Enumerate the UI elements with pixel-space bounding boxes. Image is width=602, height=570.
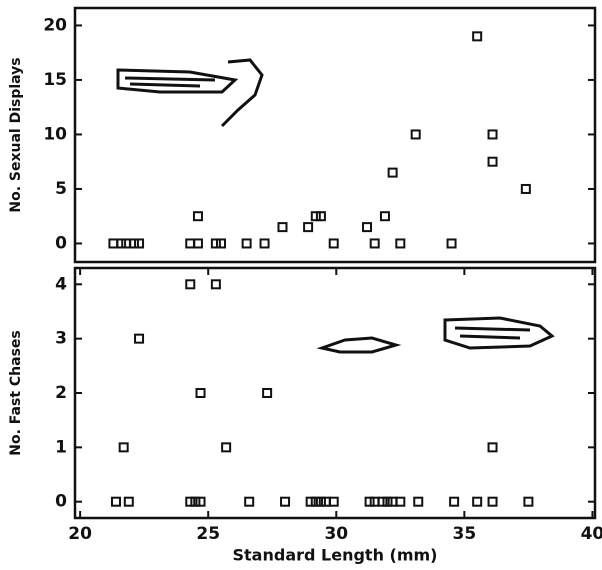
y-axis-label: No. Fast Chases (8, 330, 24, 455)
data-point (410, 129, 421, 140)
data-point (395, 496, 406, 507)
data-point (315, 496, 326, 507)
data-point (387, 167, 398, 178)
data-point (244, 496, 255, 507)
y-tick-label: 2 (55, 383, 67, 403)
data-point (472, 496, 483, 507)
data-point (364, 496, 375, 507)
data-point (520, 183, 531, 194)
data-point (210, 279, 221, 290)
data-point (185, 279, 196, 290)
y-tick-label: 0 (55, 492, 67, 512)
data-point (303, 222, 314, 233)
data-point (487, 496, 498, 507)
data-point (449, 496, 460, 507)
plot-frame (73, 266, 597, 520)
data-point (190, 496, 201, 507)
data-point (134, 333, 145, 344)
data-point (216, 238, 227, 249)
data-point (280, 496, 291, 507)
data-point (210, 238, 221, 249)
x-tick-label: 25 (196, 524, 220, 544)
data-point (487, 129, 498, 140)
x-tick-label: 20 (68, 524, 92, 544)
data-point (305, 496, 316, 507)
x-tick-label: 40 (581, 524, 602, 544)
data-point (192, 238, 203, 249)
data-point (185, 496, 196, 507)
data-point (195, 496, 206, 507)
y-tick-label: 0 (55, 233, 67, 253)
data-point (128, 238, 139, 249)
fish-illustration (443, 316, 555, 350)
data-point (221, 442, 232, 453)
y-tick-label: 3 (55, 329, 67, 349)
data-point (118, 442, 129, 453)
y-tick-label: 5 (55, 179, 67, 199)
data-point (472, 31, 483, 42)
x-axis-label: Standard Length (mm) (233, 546, 438, 565)
y-tick-label: 15 (43, 70, 67, 90)
data-point (446, 238, 457, 249)
data-point (192, 211, 203, 222)
data-point (369, 238, 380, 249)
data-point (310, 496, 321, 507)
x-tick-label: 35 (453, 524, 477, 544)
y-tick-label: 1 (55, 437, 67, 457)
y-tick-label: 10 (43, 124, 67, 144)
data-point (487, 156, 498, 167)
data-point (110, 496, 121, 507)
y-tick-label: 4 (55, 274, 67, 294)
data-point (134, 238, 145, 249)
data-point (241, 238, 252, 249)
y-axis-label: No. Sexual Displays (8, 57, 24, 212)
data-point (377, 496, 388, 507)
y-tick-label: 20 (43, 15, 67, 35)
fish-illustration (316, 336, 402, 354)
data-point (395, 238, 406, 249)
data-point (195, 388, 206, 398)
data-point (523, 496, 534, 507)
fish-illustration (116, 58, 264, 128)
plot-frame (73, 6, 597, 264)
data-point (116, 238, 127, 249)
data-point (362, 222, 373, 233)
data-point (310, 211, 321, 222)
x-tick-label: 30 (324, 524, 348, 544)
data-point (487, 442, 498, 453)
data-point (315, 211, 326, 222)
data-point (379, 211, 390, 222)
data-point (328, 238, 339, 249)
data-point (259, 238, 270, 249)
data-point (262, 388, 273, 398)
data-point (123, 496, 134, 507)
data-point (328, 496, 339, 507)
data-point (382, 496, 393, 507)
data-point (413, 496, 424, 507)
data-point (277, 222, 288, 233)
